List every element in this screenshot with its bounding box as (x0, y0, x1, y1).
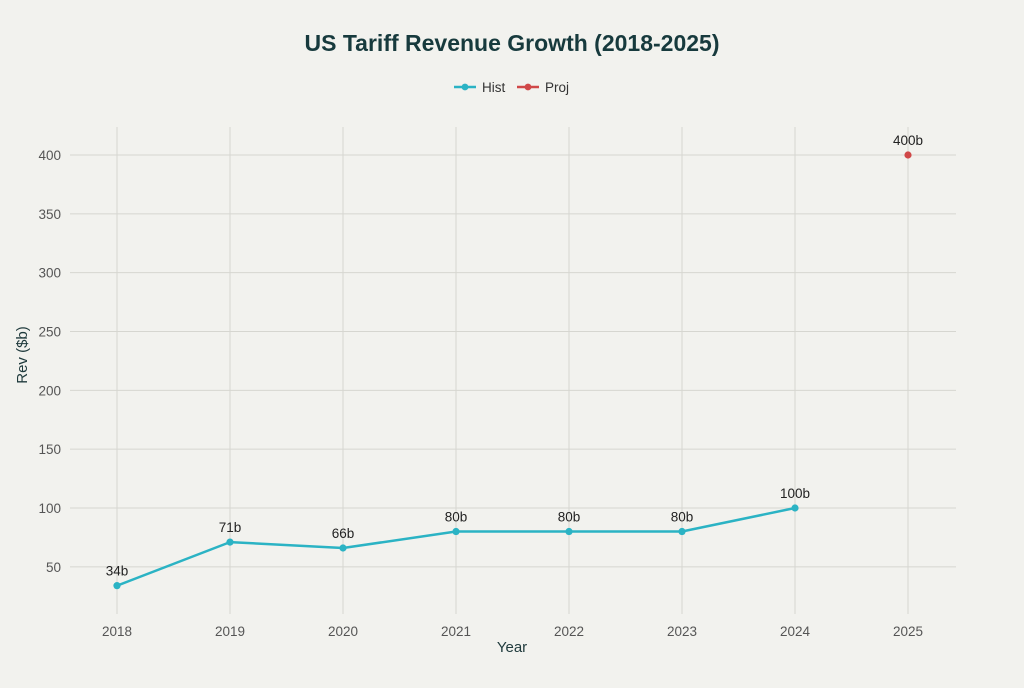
hist-data-point (339, 544, 347, 552)
y-axis-ticks: 50 100 150 200 250 300 350 400 (38, 148, 61, 575)
hist-data-point (565, 527, 573, 536)
hist-data-label: 80b (445, 510, 468, 525)
proj-legend-label: Proj (545, 80, 569, 95)
y-tick-label: 300 (38, 266, 61, 281)
x-tick-label: 2020 (328, 624, 358, 639)
hist-data-point (113, 582, 121, 590)
hist-data-label: 34b (106, 564, 129, 579)
y-tick-label: 50 (46, 560, 61, 575)
hist-legend-marker (461, 83, 469, 91)
x-axis-label: Year (497, 639, 527, 656)
x-tick-label: 2025 (893, 624, 923, 639)
hist-data-label: 66b (332, 526, 355, 541)
x-tick-label: 2021 (441, 624, 471, 639)
y-tick-label: 400 (38, 148, 61, 163)
proj-legend-marker (524, 83, 532, 91)
x-tick-label: 2019 (215, 624, 245, 639)
hist-data-label: 71b (219, 520, 242, 535)
series-group: 34b 71b 66b 80b 80b 80b 100b 400b (106, 133, 923, 590)
y-tick-label: 250 (38, 325, 61, 340)
hist-data-label: 100b (780, 486, 810, 501)
y-tick-label: 150 (38, 442, 61, 457)
hist-data-label: 80b (558, 510, 581, 525)
hist-data-point (678, 527, 686, 536)
y-axis-label: Rev ($b) (14, 326, 31, 384)
y-tick-label: 350 (38, 207, 61, 222)
hist-data-point (226, 538, 234, 546)
y-tick-label: 200 (38, 383, 61, 398)
y-tick-label: 100 (38, 501, 61, 516)
proj-data-point (904, 151, 912, 159)
x-axis-ticks: 2018 2019 2020 2021 2022 2023 2024 2025 (102, 624, 923, 639)
x-tick-label: 2022 (554, 624, 584, 639)
chart-title: US Tariff Revenue Growth (2018-2025) (305, 30, 720, 56)
grid (70, 127, 956, 614)
hist-data-point (791, 504, 799, 512)
legend: Hist Proj (454, 80, 569, 95)
hist-data-label: 80b (671, 510, 694, 525)
x-tick-label: 2023 (667, 624, 697, 639)
hist-legend-label: Hist (482, 80, 505, 95)
x-tick-label: 2018 (102, 624, 132, 639)
hist-data-point (452, 527, 460, 536)
proj-data-label: 400b (893, 133, 923, 148)
x-tick-label: 2024 (780, 624, 811, 639)
